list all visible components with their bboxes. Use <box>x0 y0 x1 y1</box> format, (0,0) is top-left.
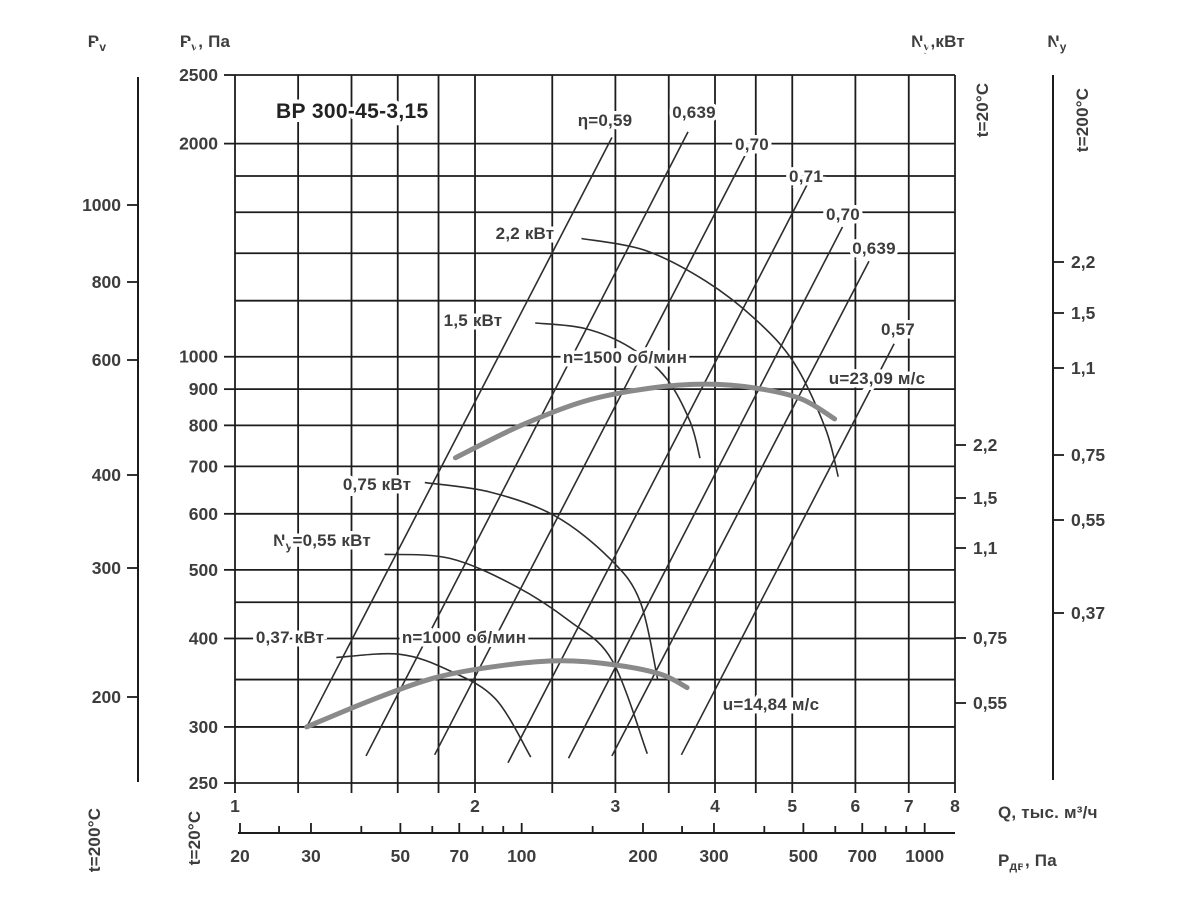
pdv-tick-label: 700 <box>848 846 877 866</box>
pdv-tick-label: 300 <box>699 846 728 866</box>
n200-axis-title: Nу <box>1047 32 1066 54</box>
n20-tick-label: 0,55 <box>973 693 1007 713</box>
q-tick-label: 3 <box>611 796 621 816</box>
pw-axis-temp-label: t=20°C <box>185 811 204 866</box>
pv-tick-label: 400 <box>92 465 121 485</box>
n20-tick-label: 2,2 <box>973 435 998 455</box>
n200-tick-label: 2,2 <box>1071 252 1096 272</box>
efficiency-line <box>567 226 844 759</box>
efficiency-label: 0,639 <box>672 103 716 122</box>
pv-tick-label: 600 <box>92 350 121 370</box>
tip-speed-label: u=14,84 м/с <box>723 695 820 714</box>
pw-tick-label: 900 <box>189 379 218 399</box>
n200-tick-label: 1,1 <box>1071 358 1096 378</box>
efficiency-line <box>365 131 689 757</box>
pw-tick-label: 400 <box>189 628 218 648</box>
pdv-tick-label: 1000 <box>905 846 944 866</box>
efficiency-line <box>305 137 613 728</box>
q-tick-label: 2 <box>470 796 480 816</box>
n20-tick-label: 1,5 <box>973 488 998 508</box>
power-label: 0,37 кВт <box>256 628 324 647</box>
pw-tick-label: 1000 <box>179 347 218 367</box>
n20-tick-label: 1,1 <box>973 538 998 558</box>
efficiency-line <box>611 260 870 757</box>
pw-tick-label: 700 <box>189 456 218 476</box>
pw-tick-label: 2000 <box>179 134 218 154</box>
axes: 2500200010009008007006005004003002501000… <box>80 63 1108 869</box>
efficiency-label: η=0,59 <box>578 111 633 130</box>
power-arc <box>424 481 659 680</box>
fan-curve <box>304 658 690 730</box>
labels: ВР 300-45-3,15 Pv, Па t=20°C Pv t=200°C Q, т… <box>82 29 1101 877</box>
q-tick-label: 1 <box>230 796 240 816</box>
pdv-tick-label: 500 <box>789 846 818 866</box>
q-axis-title: Q, тыс. м³/ч <box>998 803 1098 822</box>
power-label: Nу=0,55 кВт <box>273 531 371 553</box>
efficiency-label: 0,639 <box>852 239 896 258</box>
n20-axis-temp-label: t=20°C <box>973 83 992 138</box>
pdv-tick-label: 30 <box>301 846 321 866</box>
n200-tick-label: 1,5 <box>1071 303 1096 323</box>
pw-tick-label: 250 <box>189 773 218 793</box>
pv-axis-temp-label: t=200°C <box>85 808 104 872</box>
pv-tick-label: 200 <box>92 687 121 707</box>
pdv-tick-label: 20 <box>230 846 250 866</box>
pdv-tick-label: 200 <box>628 846 657 866</box>
power-arc <box>581 237 839 477</box>
q-tick-label: 6 <box>851 796 861 816</box>
efficiency-label: 0,70 <box>826 205 860 224</box>
pw-axis-title: Pv, Па <box>180 32 231 54</box>
n200-tick-label: 0,37 <box>1071 603 1105 623</box>
q-tick-label: 8 <box>950 796 960 816</box>
efficiency-label: 0,70 <box>735 135 769 154</box>
pw-tick-label: 300 <box>189 717 218 737</box>
n20-tick-label: 0,75 <box>973 628 1007 648</box>
power-label: 1,5 кВт <box>444 311 503 330</box>
chart-title: ВР 300-45-3,15 <box>276 100 428 123</box>
efficiency-line <box>507 181 810 764</box>
pw-tick-label: 800 <box>189 415 218 435</box>
efficiency-line <box>680 343 895 756</box>
power-label: 0,75 кВт <box>343 475 411 494</box>
power-arc <box>384 553 649 754</box>
pv-tick-label: 300 <box>92 558 121 578</box>
efficiency-label: 0,57 <box>881 320 915 339</box>
pdv-tick-label: 100 <box>507 846 536 866</box>
n20-axis-title: Nу,кВт <box>911 32 965 54</box>
power-arc <box>535 322 701 459</box>
n200-tick-label: 0,55 <box>1071 510 1105 530</box>
efficiency-lines <box>305 131 895 764</box>
q-tick-label: 7 <box>904 796 914 816</box>
q-tick-label: 5 <box>787 796 797 816</box>
pw-tick-label: 500 <box>189 560 218 580</box>
pw-tick-label: 600 <box>189 504 218 524</box>
n200-tick-label: 0,75 <box>1071 445 1105 465</box>
pdv-axis-title: Pдв, Па <box>998 851 1057 873</box>
efficiency-label: 0,71 <box>789 167 823 186</box>
power-label: 2,2 кВт <box>496 224 555 243</box>
q-tick-label: 4 <box>710 796 720 816</box>
power-arc <box>336 652 532 758</box>
fan-curves <box>304 381 838 730</box>
tip-speed-label: u=23,09 м/с <box>829 369 926 388</box>
speed-label: n=1500 об/мин <box>563 348 687 367</box>
pv-tick-label: 800 <box>92 272 121 292</box>
pdv-tick-label: 50 <box>391 846 411 866</box>
pdv-tick-label: 70 <box>450 846 470 866</box>
pv-axis-title: Pv <box>88 32 107 54</box>
n200-axis-temp-label: t=200°C <box>1073 88 1092 152</box>
fan-curve <box>452 381 838 461</box>
speed-label: n=1000 об/мин <box>402 628 526 647</box>
pw-tick-label: 2500 <box>179 65 218 85</box>
grid <box>234 74 956 784</box>
efficiency-line <box>433 153 747 756</box>
power-arcs <box>336 237 839 758</box>
pv-tick-label: 1000 <box>82 195 121 215</box>
